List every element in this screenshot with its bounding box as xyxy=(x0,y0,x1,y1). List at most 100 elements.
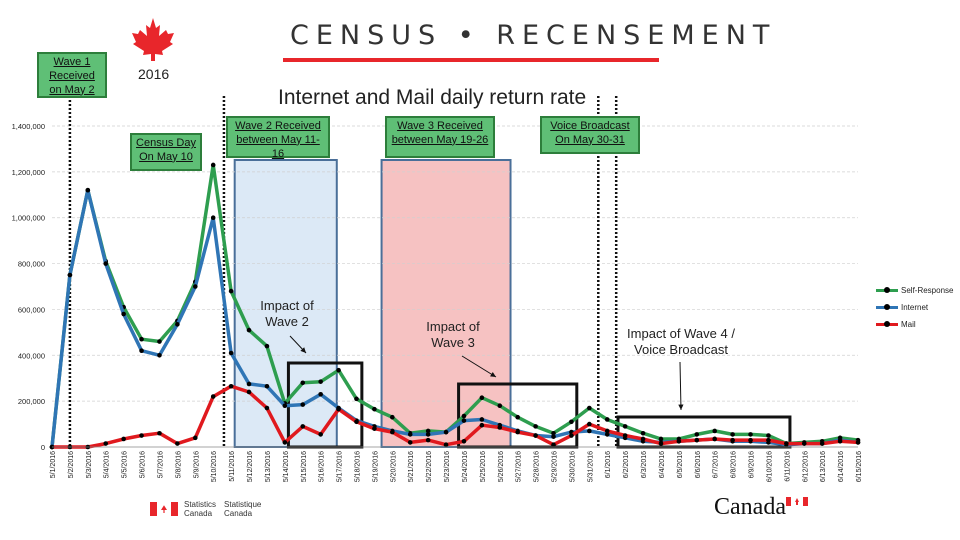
x-tick-label: 6/9/2016 xyxy=(749,451,756,478)
callout-voice-broadcast: Voice Broadcast On May 30-31 xyxy=(540,116,640,154)
data-point xyxy=(551,442,556,448)
data-point xyxy=(604,432,610,437)
data-point xyxy=(121,436,126,442)
data-point xyxy=(694,437,700,443)
data-point xyxy=(730,432,735,437)
x-tick-label: 5/10/2016 xyxy=(211,451,218,482)
data-point xyxy=(407,440,413,445)
x-tick-label: 5/30/2016 xyxy=(569,451,576,482)
x-tick-label: 5/14/2016 xyxy=(283,451,290,482)
callout-wave2: Wave 2 Received between May 11-16 xyxy=(226,116,330,160)
data-point xyxy=(300,424,306,429)
data-point xyxy=(425,437,431,443)
data-point xyxy=(640,430,646,436)
legend-swatch xyxy=(876,287,898,293)
statcan-logo: Statistics Canada Statistique Canada xyxy=(150,500,261,518)
data-point xyxy=(837,438,843,444)
data-point xyxy=(855,440,861,445)
x-tick-label: 5/12/2016 xyxy=(247,451,254,482)
census-year: 2016 xyxy=(138,66,170,82)
x-tick-label: 5/24/2016 xyxy=(462,451,469,482)
x-tick-label: 5/6/2016 xyxy=(140,451,147,478)
maple-leaf-icon xyxy=(132,18,174,61)
data-point xyxy=(515,414,520,420)
x-tick-label: 5/22/2016 xyxy=(426,451,433,482)
data-point xyxy=(228,383,234,389)
data-point xyxy=(157,430,162,436)
data-point xyxy=(587,405,592,411)
x-tick-label: 5/25/2016 xyxy=(480,451,487,482)
y-tick-label: 200,000 xyxy=(18,397,45,406)
data-point xyxy=(390,429,395,435)
callout-wave1: Wave 1 Received on May 2 xyxy=(37,52,107,98)
data-point xyxy=(300,380,306,386)
data-point xyxy=(801,441,807,446)
x-tick-label: 5/19/2016 xyxy=(372,451,379,482)
data-point xyxy=(354,419,359,425)
data-point xyxy=(282,440,288,445)
legend-swatch xyxy=(876,304,898,310)
y-tick-label: 600,000 xyxy=(18,305,45,314)
impact-wave4-arrow xyxy=(679,361,682,411)
data-point xyxy=(569,419,574,425)
data-point xyxy=(569,433,574,438)
x-tick-label: 5/26/2016 xyxy=(498,451,505,482)
data-point xyxy=(712,436,718,442)
data-point xyxy=(587,428,592,434)
data-point xyxy=(282,403,288,409)
data-point xyxy=(712,428,718,434)
data-point xyxy=(730,437,735,443)
x-tick-label: 5/16/2016 xyxy=(319,451,326,482)
data-point xyxy=(622,433,628,438)
x-tick-label: 5/3/2016 xyxy=(86,451,93,478)
x-tick-label: 5/4/2016 xyxy=(104,451,111,478)
data-point xyxy=(748,432,753,437)
x-tick-label: 6/3/2016 xyxy=(641,451,648,478)
x-tick-label: 6/13/2016 xyxy=(820,451,827,482)
x-tick-label: 5/2/2016 xyxy=(68,451,75,478)
data-point xyxy=(318,379,323,384)
x-tick-label: 6/4/2016 xyxy=(659,451,666,478)
legend-item-self-response: Self-Response xyxy=(876,282,953,299)
x-tick-label: 5/15/2016 xyxy=(301,451,308,482)
x-tick-label: 6/6/2016 xyxy=(695,451,702,478)
data-point xyxy=(336,367,341,373)
impact-wave4-label: Impact of Wave 4 / Voice Broadcast xyxy=(627,326,735,357)
data-point xyxy=(533,433,538,438)
data-point xyxy=(264,405,270,411)
data-point xyxy=(228,350,234,356)
x-tick-label: 5/1/2016 xyxy=(50,451,57,478)
data-point xyxy=(139,336,144,342)
data-point xyxy=(479,422,485,428)
data-point xyxy=(604,417,610,422)
data-point xyxy=(658,441,664,446)
data-point xyxy=(622,424,628,429)
data-point xyxy=(461,438,467,444)
x-tick-label: 5/17/2016 xyxy=(337,451,344,482)
data-point xyxy=(372,426,377,431)
wave3-band xyxy=(380,159,512,448)
data-point xyxy=(551,430,556,436)
data-point xyxy=(658,436,664,442)
data-point xyxy=(175,322,180,327)
data-point xyxy=(461,413,467,419)
data-point xyxy=(497,403,503,409)
data-point xyxy=(551,434,556,439)
data-point xyxy=(264,343,270,349)
header-rule xyxy=(283,58,659,62)
legend-item-internet: Internet xyxy=(876,299,953,316)
data-point xyxy=(676,438,682,444)
canada-flag-icon xyxy=(150,502,178,517)
x-tick-label: 5/31/2016 xyxy=(587,451,594,482)
chart-title: Internet and Mail daily return rate xyxy=(278,86,587,109)
data-point xyxy=(407,432,413,437)
data-point xyxy=(819,441,825,446)
x-tick-label: 6/10/2016 xyxy=(766,451,773,482)
data-point xyxy=(157,339,162,344)
x-tick-label: 5/13/2016 xyxy=(265,451,272,482)
x-tick-label: 6/15/2016 xyxy=(856,451,863,482)
data-point xyxy=(264,383,270,389)
data-point xyxy=(175,441,180,446)
chart-legend: Self-Response Internet Mail xyxy=(876,282,953,333)
